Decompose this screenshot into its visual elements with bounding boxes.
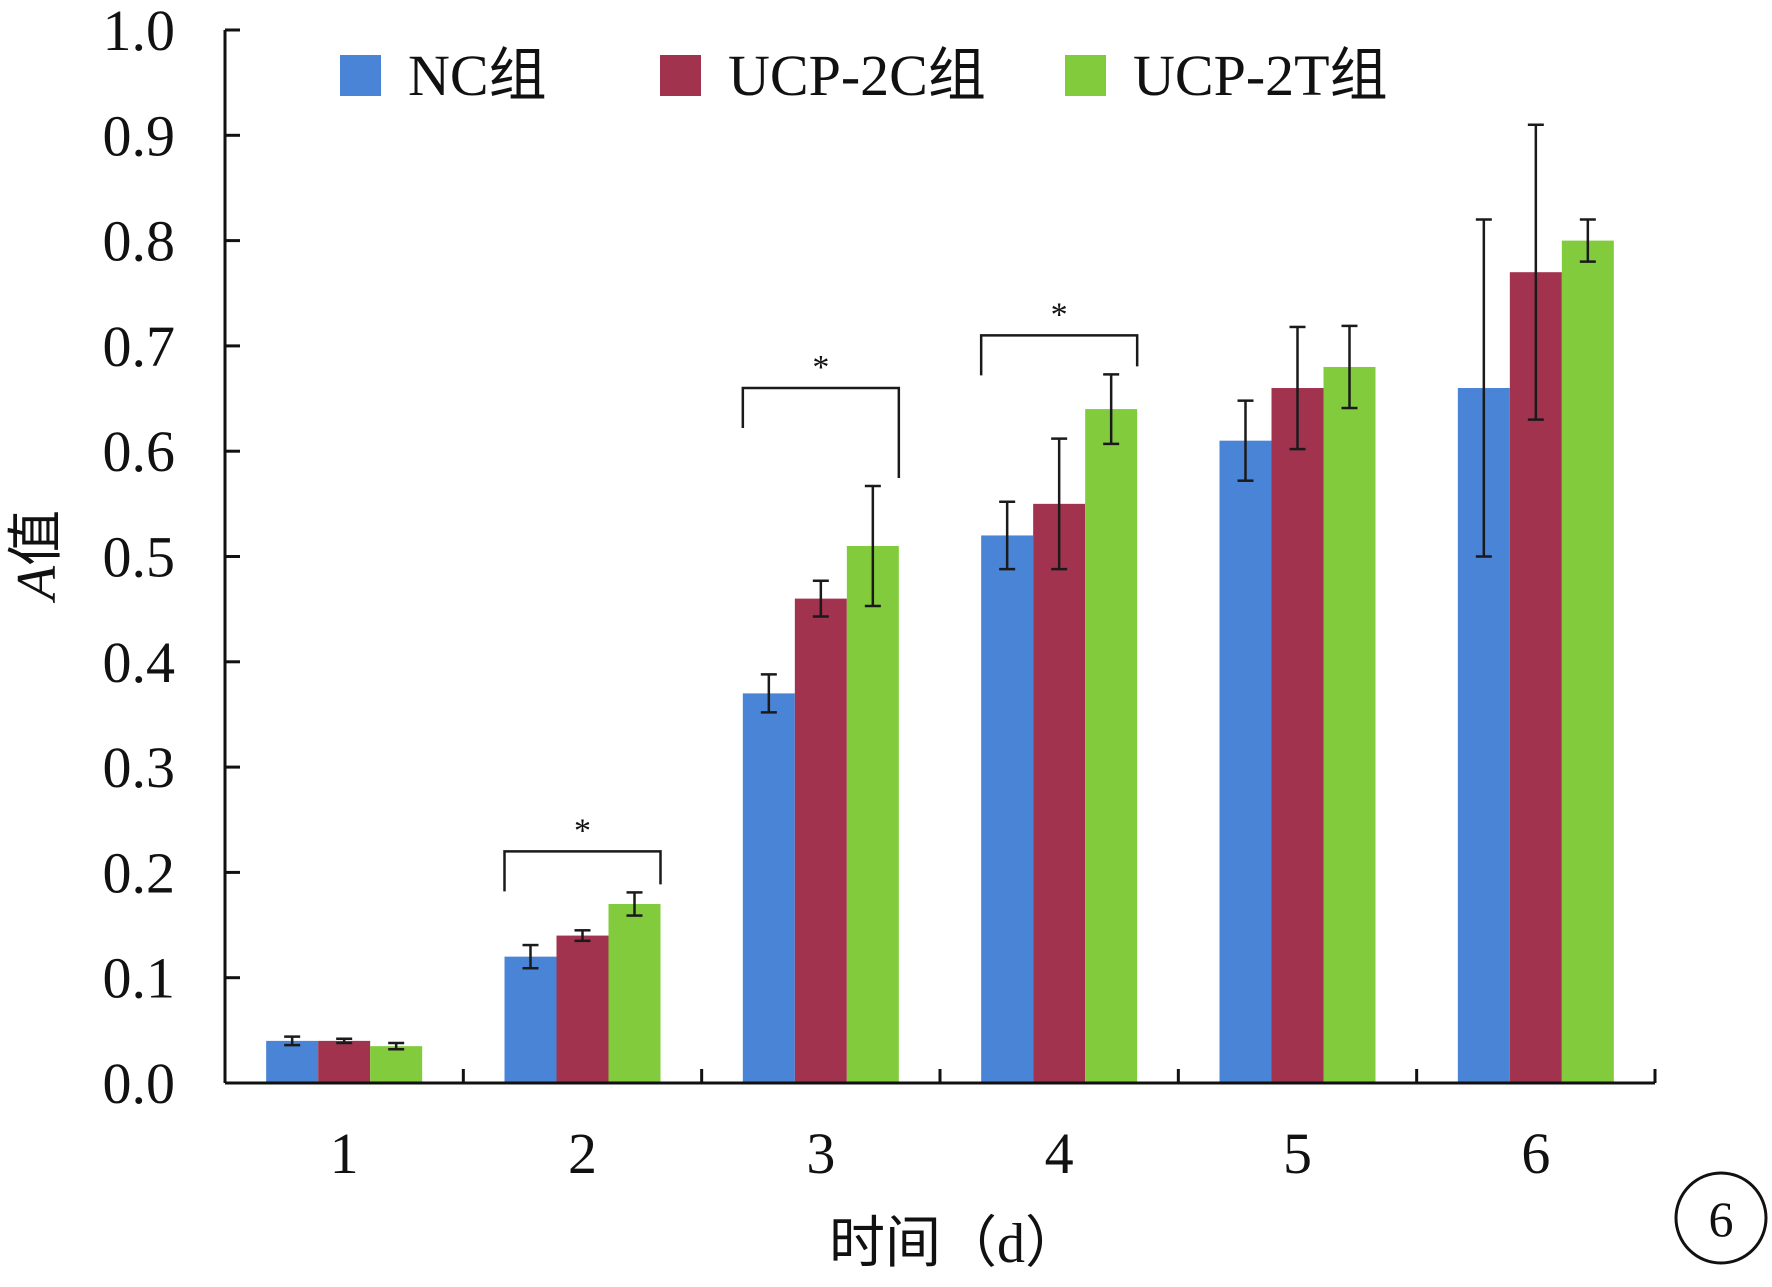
- significance-bracket-3: [741, 386, 901, 478]
- y-tick-label-0.7: 0.7: [103, 314, 176, 379]
- figure-badge-text: 6: [1709, 1191, 1734, 1247]
- y-axis-title-italic: A: [6, 565, 68, 604]
- bar-s1-c2: [504, 956, 557, 1083]
- significance-annotations: * * *: [503, 296, 1139, 892]
- bar-s1-c3: [742, 693, 795, 1083]
- bar-s2-c5: [1271, 388, 1324, 1083]
- bar-s3-c4: [1085, 409, 1138, 1084]
- significance-bracket-2: [503, 850, 662, 892]
- x-tick-label-1: 1: [330, 1121, 359, 1186]
- y-tick-label-0.6: 0.6: [103, 419, 176, 484]
- y-tick-label-0.1: 0.1: [103, 946, 176, 1011]
- figure-badge: 6: [1674, 1171, 1768, 1265]
- x-tick-label-6: 6: [1521, 1121, 1550, 1186]
- bar-s1-c5: [1219, 440, 1272, 1083]
- bar-s2-c1: [318, 1040, 371, 1083]
- x-tick-label-2: 2: [568, 1121, 597, 1186]
- significance-bracket-4: [979, 334, 1139, 376]
- legend-swatch-1: [340, 55, 381, 96]
- legend-swatch-2: [660, 55, 701, 96]
- axis-labels: 0.0 0.1 0.2 0.3 0.4 0.5 0.6 0.7 0.8 0.9 1.0 1 2 3 4 5 6: [103, 0, 1551, 1186]
- bar-s3-c5: [1323, 366, 1376, 1084]
- bar-s1-c4: [981, 535, 1034, 1083]
- y-tick-label-0.9: 0.9: [103, 103, 176, 168]
- x-tick-label-3: 3: [806, 1121, 835, 1186]
- error-bars: [284, 123, 1596, 1051]
- x-tick-label-4: 4: [1045, 1121, 1074, 1186]
- y-axis-title: A值: [6, 510, 68, 604]
- y-tick-label-0.4: 0.4: [103, 630, 176, 695]
- bar-s3-c1: [370, 1046, 423, 1083]
- y-tick-label-0.0: 0.0: [103, 1051, 176, 1116]
- y-tick-label-0.5: 0.5: [103, 525, 176, 590]
- legend-label-2: UCP-2C组: [728, 43, 986, 108]
- significance-mark-3: *: [812, 349, 829, 386]
- figure-badge-circle: [1674, 1171, 1768, 1265]
- axes: [223, 28, 1657, 1085]
- y-tick-label-1.0: 1.0: [103, 0, 176, 63]
- significance-mark-4: *: [1051, 296, 1068, 333]
- bar-s2-c3: [794, 598, 847, 1083]
- y-tick-label-0.2: 0.2: [103, 840, 176, 905]
- bar-s3-c3: [846, 545, 899, 1083]
- bar-s1-c1: [266, 1040, 319, 1083]
- bar-s3-c6: [1561, 240, 1614, 1084]
- y-axis-title-rest: 值: [6, 510, 68, 566]
- significance-mark-2: *: [574, 812, 591, 849]
- y-tick-label-0.8: 0.8: [103, 209, 176, 274]
- legend-label-1: NC组: [408, 43, 547, 108]
- bar-s3-c2: [608, 903, 661, 1083]
- legend: NC组 UCP-2C组 UCP-2T组: [340, 43, 1388, 108]
- y-tick-label-0.3: 0.3: [103, 735, 176, 800]
- legend-label-3: UCP-2T组: [1133, 43, 1388, 108]
- x-axis-title: 时间（d）: [829, 1213, 1081, 1275]
- bar-s2-c4: [1033, 503, 1086, 1084]
- plot-bars: [266, 240, 1614, 1084]
- legend-swatch-3: [1065, 55, 1106, 96]
- x-tick-label-5: 5: [1283, 1121, 1312, 1186]
- bar-s2-c2: [556, 935, 609, 1083]
